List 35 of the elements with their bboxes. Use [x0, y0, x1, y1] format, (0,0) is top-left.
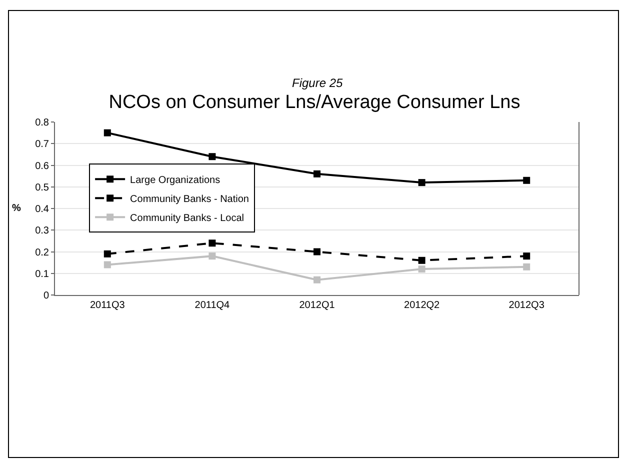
x-tick-label: 2012Q3	[508, 300, 545, 311]
point	[418, 256, 426, 264]
point	[418, 179, 426, 186]
legend-label: Large Organizations	[130, 175, 220, 186]
point	[208, 240, 216, 247]
x-tick-label: 2011Q3	[90, 300, 126, 311]
x-tick-label: 2011Q4	[194, 300, 230, 311]
chart-title: NCOs on Consumer Lns/Average Consumer Lns	[108, 92, 520, 114]
point	[104, 250, 111, 258]
point	[104, 129, 111, 136]
y-tick-label: 0.6	[35, 160, 50, 172]
point	[523, 252, 530, 260]
y-tick-label: 0.2	[35, 247, 50, 258]
y-tick-label: 0.7	[35, 139, 50, 150]
y-tick-label: 0.1	[35, 268, 50, 280]
legend-label: Community Banks - Local	[130, 213, 244, 224]
point	[208, 153, 216, 160]
y-tick-label: 0.3	[35, 226, 50, 237]
point	[418, 266, 426, 273]
point	[523, 263, 530, 270]
point	[314, 170, 320, 178]
point	[104, 261, 111, 268]
point	[314, 276, 320, 284]
y-tick-label: 0	[43, 290, 50, 302]
y-tick-label: 0.8	[35, 118, 50, 128]
point	[314, 248, 320, 256]
point	[208, 252, 216, 260]
y-axis-title: %	[12, 203, 21, 214]
x-tick-label: 2012Q2	[404, 300, 440, 311]
y-tick-label: 0.5	[35, 182, 50, 194]
legend-label: Community Banks - Nation	[130, 194, 249, 206]
x-tick-label: 2012Q1	[299, 300, 336, 311]
chart-subtitle: Figure 25	[292, 76, 344, 90]
point	[523, 176, 530, 184]
y-tick-label: 0.4	[35, 204, 50, 215]
